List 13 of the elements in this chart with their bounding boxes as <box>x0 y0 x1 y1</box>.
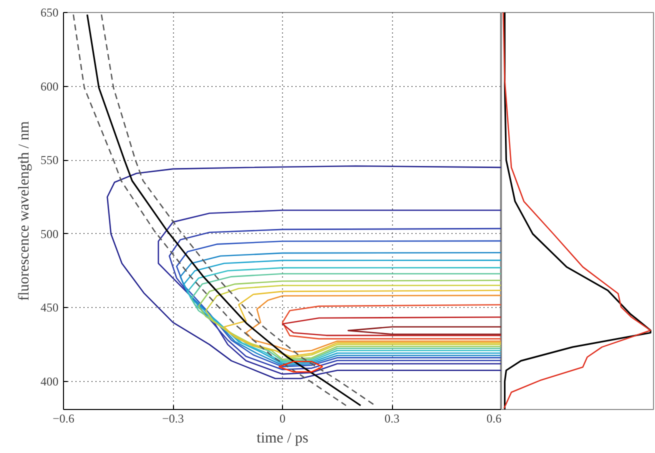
y-tick-label: 400 <box>40 374 58 388</box>
x-tick-label: 0.3 <box>384 412 400 426</box>
y-tick-label: 600 <box>40 79 58 94</box>
y-axis-title: fluorescence wavelength / nm <box>16 120 32 301</box>
x-tick-label: −0.3 <box>162 412 184 426</box>
y-tick-label: 550 <box>40 153 58 168</box>
y-tick-label: 450 <box>40 300 58 315</box>
x-tick-label: −0.6 <box>52 412 74 426</box>
x-tick-label: 0 <box>280 412 286 426</box>
y-tick-label: 650 <box>40 6 58 20</box>
x-axis-title: time / ps <box>256 430 308 446</box>
x-tick-label: 0.6 <box>486 412 502 426</box>
y-tick-label: 500 <box>40 226 58 241</box>
